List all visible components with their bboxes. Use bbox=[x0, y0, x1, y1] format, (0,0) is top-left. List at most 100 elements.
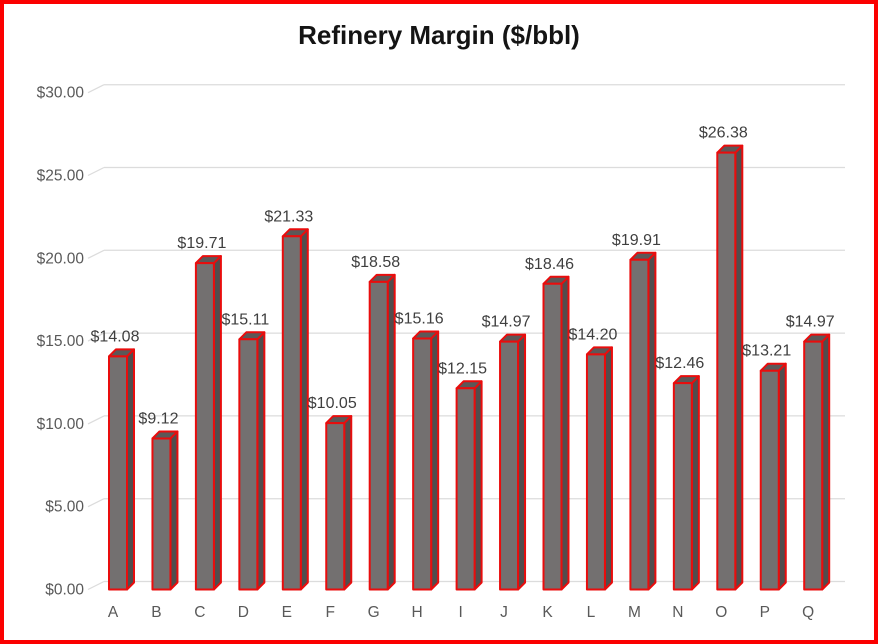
bar-front-face bbox=[499, 340, 520, 591]
bar-side-face bbox=[169, 430, 179, 591]
bar-A bbox=[108, 348, 135, 591]
x-axis-category-label: D bbox=[238, 604, 249, 621]
bar-side-face bbox=[517, 333, 527, 591]
bar-value-label: $15.16 bbox=[395, 310, 444, 327]
bar-N bbox=[672, 375, 700, 591]
gridline-layer: $0.00 $5.00 $10.00 $15.00 $20.00 $25.00 $30.00 bbox=[37, 84, 845, 599]
gridline-depth-tick bbox=[87, 332, 105, 342]
bar-J bbox=[499, 333, 527, 591]
chart-title: Refinery Margin ($/bbl) bbox=[298, 20, 580, 50]
x-axis-category-label: A bbox=[108, 604, 119, 621]
bar-side-face bbox=[734, 144, 744, 591]
x-axis-category-label: Q bbox=[802, 604, 814, 621]
bar-side-face bbox=[690, 375, 700, 591]
bar-value-label: $14.97 bbox=[786, 314, 835, 331]
y-axis-tick-label: $10.00 bbox=[37, 416, 85, 433]
bar-value-label: $26.38 bbox=[699, 125, 748, 142]
gridline-depth-tick bbox=[87, 498, 105, 508]
bar-side-face bbox=[299, 228, 309, 591]
bar-B bbox=[151, 430, 179, 591]
x-axis-category-label: L bbox=[587, 604, 596, 621]
bar-value-label: $9.12 bbox=[138, 410, 178, 427]
bar-side-face bbox=[603, 346, 613, 591]
x-axis-category-label: E bbox=[282, 604, 292, 621]
bar-value-label: $10.05 bbox=[308, 395, 357, 412]
axis-and-data-label-layer: $14.08 A $9.12 B $19.71 C $15.11 D $21.33 E $10.05… bbox=[91, 125, 835, 621]
gridline-depth-tick bbox=[87, 166, 105, 177]
bar-Q bbox=[803, 333, 831, 591]
gridline-depth-tick bbox=[87, 580, 105, 591]
bar-P bbox=[759, 362, 787, 591]
gridline-depth-tick bbox=[87, 415, 105, 425]
y-axis-tick-label: $25.00 bbox=[37, 168, 85, 185]
y-axis-tick-label: $5.00 bbox=[45, 499, 84, 516]
gridline-depth-tick bbox=[87, 84, 105, 94]
bar-front-face bbox=[368, 280, 389, 591]
bar-value-label: $19.71 bbox=[177, 235, 226, 252]
bar-H bbox=[412, 330, 440, 591]
bar-front-face bbox=[585, 353, 606, 591]
bar-F bbox=[325, 415, 353, 591]
bar-value-label: $12.46 bbox=[655, 355, 704, 372]
bar-value-label: $21.33 bbox=[264, 208, 313, 225]
bar-side-face bbox=[560, 275, 570, 591]
bar-side-face bbox=[256, 331, 266, 591]
x-axis-category-label: I bbox=[458, 604, 462, 621]
bar-front-face bbox=[108, 355, 128, 591]
bar-E bbox=[281, 228, 309, 591]
bar-front-face bbox=[672, 382, 693, 591]
bar-front-face bbox=[151, 437, 172, 591]
x-axis-category-label: J bbox=[500, 604, 508, 621]
bar-series-layer bbox=[108, 144, 831, 591]
bar-side-face bbox=[343, 415, 353, 591]
x-axis-category-label: F bbox=[326, 604, 335, 621]
bar-front-face bbox=[325, 422, 346, 591]
bar-front-face bbox=[281, 235, 302, 591]
bar-front-face bbox=[759, 369, 780, 591]
y-axis-tick-label: $0.00 bbox=[45, 582, 84, 599]
bar-value-label: $14.20 bbox=[568, 326, 617, 343]
bar-side-face bbox=[777, 362, 787, 591]
x-axis-category-label: H bbox=[412, 604, 423, 621]
x-axis-category-label: G bbox=[368, 604, 380, 621]
y-axis-tick-label: $15.00 bbox=[37, 333, 85, 350]
bar-front-face bbox=[542, 282, 563, 591]
x-axis-category-label: O bbox=[715, 604, 727, 621]
bar-side-face bbox=[386, 273, 396, 591]
bar-value-label: $14.08 bbox=[91, 328, 140, 345]
bar-value-label: $19.91 bbox=[612, 232, 661, 249]
x-axis-category-label: C bbox=[194, 604, 205, 621]
bar-value-label: $18.46 bbox=[525, 256, 574, 273]
bar-value-label: $13.21 bbox=[742, 343, 791, 360]
x-axis-category-label: N bbox=[672, 604, 683, 621]
bar-D bbox=[238, 331, 266, 591]
refinery-margin-chart: $0.00 $5.00 $10.00 $15.00 $20.00 $25.00 $30.00… bbox=[37, 20, 845, 621]
bar-G bbox=[368, 273, 396, 591]
bar-front-face bbox=[238, 338, 259, 591]
bar-value-label: $15.11 bbox=[221, 311, 269, 328]
bar-front-face bbox=[716, 151, 737, 591]
bar-side-face bbox=[212, 255, 222, 591]
bar-M bbox=[629, 251, 657, 591]
bar-O bbox=[716, 144, 744, 591]
y-axis-tick-label: $30.00 bbox=[37, 85, 85, 102]
x-axis-category-label: B bbox=[151, 604, 161, 621]
bar-front-face bbox=[412, 337, 433, 591]
bar-side-face bbox=[473, 380, 483, 591]
bar-K bbox=[542, 275, 570, 591]
x-axis-category-label: P bbox=[760, 604, 770, 621]
bar-front-face bbox=[803, 340, 824, 591]
bar-I bbox=[455, 380, 483, 591]
bar-side-face bbox=[821, 333, 831, 591]
y-axis-tick-label: $20.00 bbox=[37, 250, 85, 267]
bar-side-face bbox=[126, 348, 135, 591]
bar-value-label: $18.58 bbox=[351, 254, 400, 271]
bar-value-label: $12.15 bbox=[438, 360, 487, 377]
bar-side-face bbox=[647, 251, 657, 591]
gridline-depth-tick bbox=[87, 249, 105, 259]
bar-C bbox=[194, 255, 222, 591]
bar-front-face bbox=[455, 387, 476, 591]
x-axis-category-label: M bbox=[628, 604, 641, 621]
bar-value-label: $14.97 bbox=[482, 314, 531, 331]
